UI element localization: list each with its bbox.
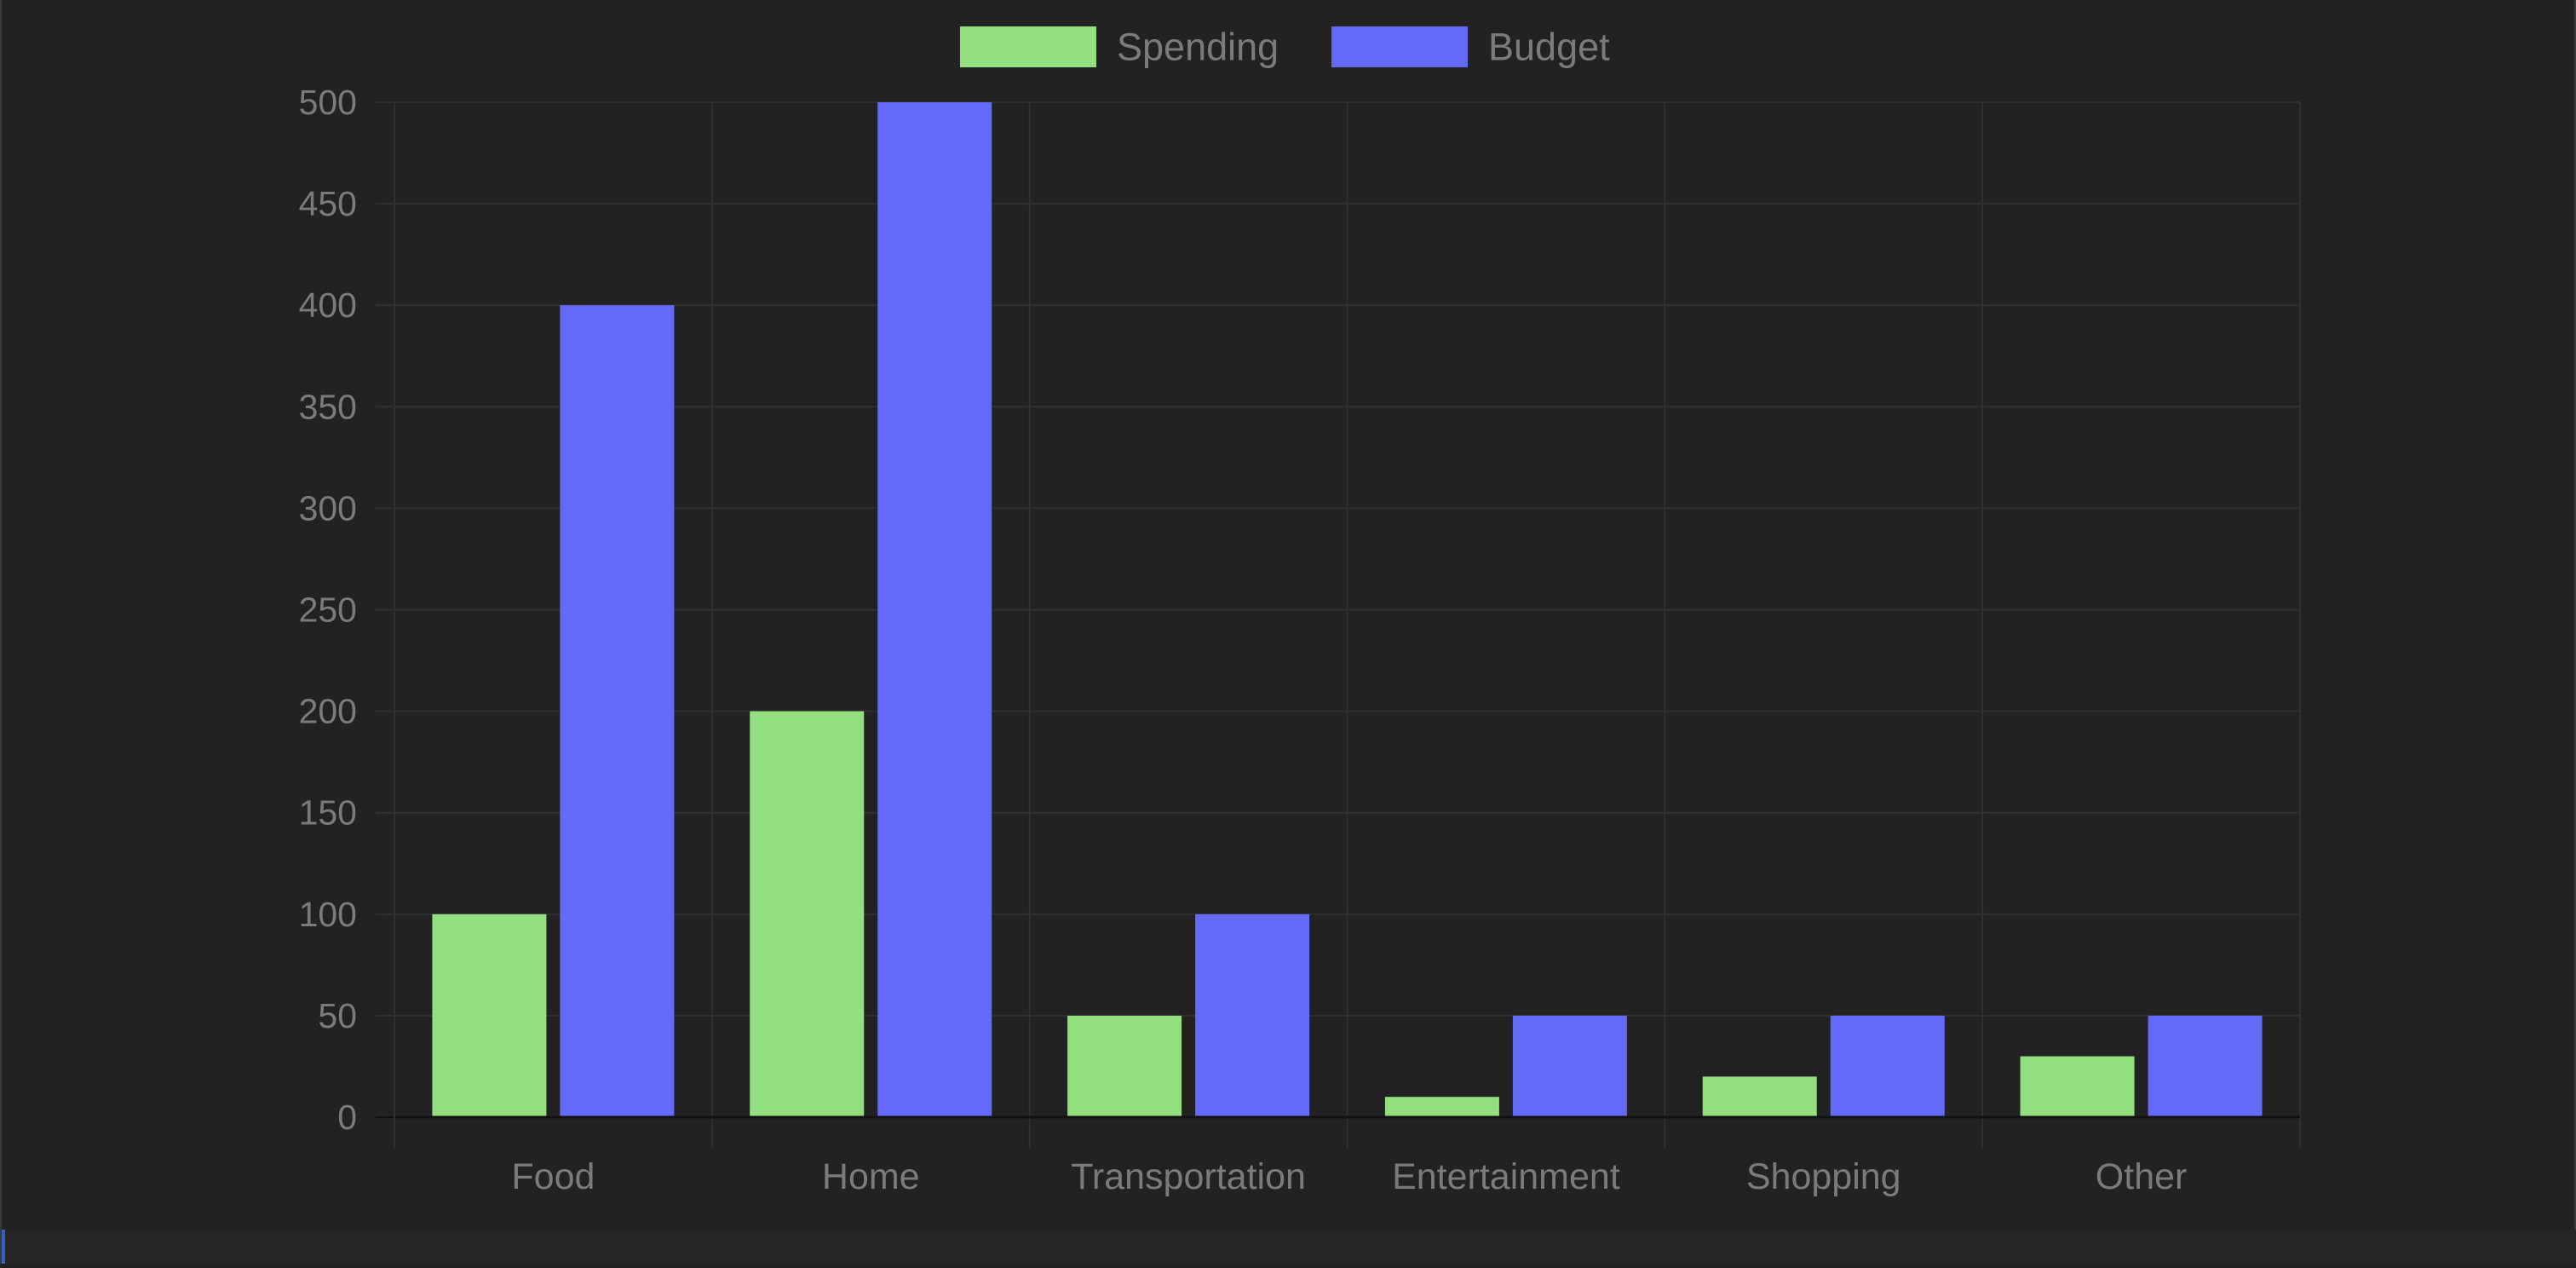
x-tick-label: Other [2096, 1156, 2188, 1197]
y-tick-label: 300 [299, 488, 357, 527]
bar-budget-other[interactable] [2148, 1015, 2263, 1117]
y-tick-label: 500 [299, 83, 357, 122]
grid-lines [394, 101, 2301, 1148]
legend-item-budget[interactable]: Budget [1331, 26, 1610, 69]
y-tick-label: 250 [299, 591, 357, 630]
y-tick-label: 200 [299, 692, 357, 731]
x-tick-label: Entertainment [1392, 1156, 1620, 1197]
y-tick-labels: 0 50 100 150 200 250 300 350 400 450 500 [299, 83, 357, 1137]
x-tick-label: Transportation [1071, 1156, 1306, 1197]
y-tick-label: 400 [299, 285, 357, 325]
bar-spending-other[interactable] [2020, 1056, 2135, 1117]
bar-budget-food[interactable] [560, 305, 675, 1117]
bar-spending-entertainment[interactable] [1384, 1097, 1499, 1117]
y-tick-label: 150 [299, 793, 357, 833]
y-tick-label: 50 [318, 996, 357, 1035]
y-tick-label: 0 [337, 1098, 357, 1137]
bar-spending-shopping[interactable] [1702, 1076, 1817, 1117]
bar-spending-food[interactable] [432, 914, 547, 1117]
bars [432, 102, 2263, 1117]
legend-item-spending[interactable]: Spending [960, 26, 1279, 69]
bar-budget-home[interactable] [877, 102, 992, 1117]
bottom-strip [2, 1230, 2576, 1264]
x-tick-label: Home [822, 1156, 920, 1197]
x-tick-label: Food [511, 1156, 595, 1197]
y-tick-label: 450 [299, 184, 357, 223]
x-tick-labels: Food Home Transportation Entertainment Shopp… [511, 1156, 2187, 1197]
bar-spending-home[interactable] [750, 711, 865, 1117]
legend-label-spending: Spending [1117, 26, 1279, 69]
x-tick-label: Shopping [1746, 1156, 1901, 1197]
legend-swatch-budget [1331, 26, 1468, 67]
y-tick-label: 350 [299, 387, 357, 426]
legend-swatch-spending [960, 26, 1096, 67]
axes [376, 101, 2300, 1148]
bar-budget-entertainment[interactable] [1512, 1015, 1627, 1117]
y-tick-label: 100 [299, 895, 357, 934]
bar-spending-transportation[interactable] [1067, 1015, 1182, 1117]
bar-budget-shopping[interactable] [1830, 1015, 1945, 1117]
corner-mark [2, 1230, 5, 1264]
bar-budget-transportation[interactable] [1195, 914, 1310, 1117]
legend-label-budget: Budget [1488, 26, 1610, 69]
legend[interactable]: Spending Budget [960, 26, 1610, 69]
